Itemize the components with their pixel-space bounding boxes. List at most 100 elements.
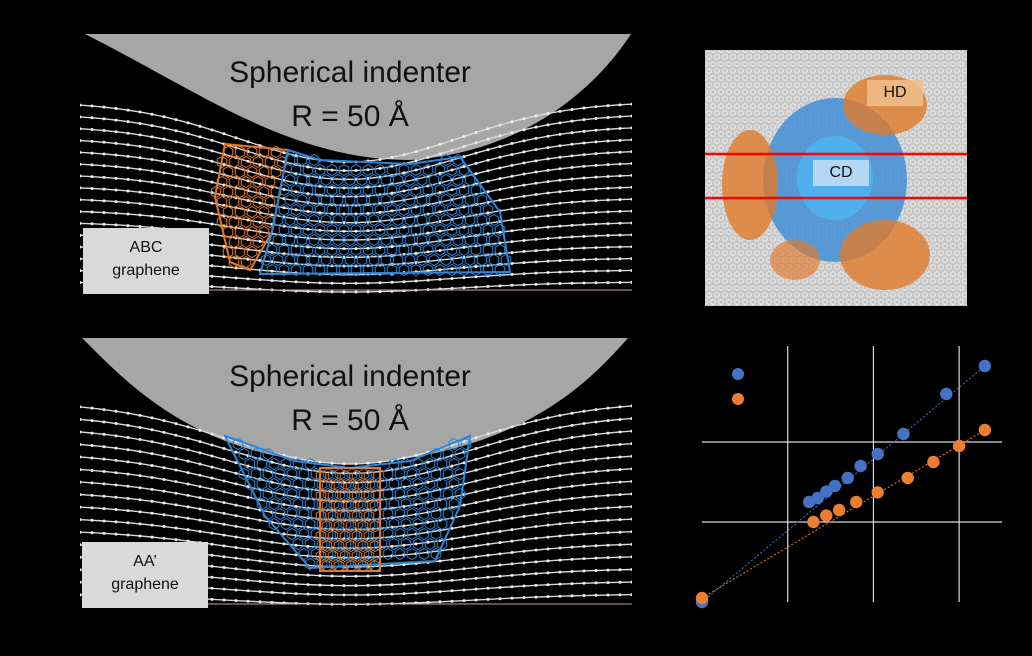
atom-dot <box>366 168 370 172</box>
hex-cell <box>440 173 452 187</box>
atom-dot <box>102 507 106 511</box>
atom-dot <box>462 514 466 518</box>
lattice-ring <box>946 124 952 130</box>
hex-cell <box>410 183 422 197</box>
atom-dot <box>558 522 562 526</box>
atom-dot <box>306 165 310 169</box>
atom-dot <box>378 460 382 464</box>
lattice-ring <box>726 50 732 53</box>
lattice-ring <box>778 110 784 116</box>
lattice-ring <box>766 243 772 249</box>
hex-cell <box>272 233 284 247</box>
abc-blue-domain-outline <box>258 148 512 276</box>
hex-cell <box>304 517 316 531</box>
hex-cell <box>298 487 310 501</box>
atom-dot <box>450 464 454 468</box>
lattice-ring <box>934 257 940 263</box>
atom-dot <box>606 506 610 510</box>
hex-cell <box>436 497 448 511</box>
hex-cell <box>386 163 398 177</box>
atom-dot <box>126 166 130 170</box>
hex-cell <box>280 497 292 511</box>
atom-dot <box>486 158 490 162</box>
atom-dot <box>282 581 286 585</box>
atom-dot <box>606 593 610 597</box>
lattice-ring <box>934 75 940 81</box>
lattice-ring <box>962 124 967 130</box>
atom-dot <box>270 570 274 574</box>
chart-plot-area <box>690 340 1010 610</box>
hex-cell <box>369 559 381 573</box>
atom-dot <box>366 281 370 285</box>
atom-dot <box>630 280 632 284</box>
lattice-ring <box>958 117 964 123</box>
lattice-ring <box>706 54 712 60</box>
hex-cell <box>464 213 476 227</box>
lattice-ring <box>758 243 764 249</box>
hex-cell <box>286 507 298 521</box>
lattice-ring <box>822 89 828 95</box>
lattice-ring <box>930 180 936 186</box>
atom-dot <box>462 577 466 581</box>
lattice-ring <box>826 68 832 74</box>
hex-cell <box>345 519 357 533</box>
lattice-ring <box>954 96 960 102</box>
atom-dot <box>594 581 598 585</box>
hex-cell <box>333 539 345 553</box>
hex-cell <box>422 163 434 177</box>
hex-cell <box>362 263 374 277</box>
atom-dot <box>234 514 238 518</box>
lattice-ring <box>810 54 816 60</box>
atom-dot <box>234 588 238 592</box>
atom-dot <box>474 285 478 289</box>
hex-cell <box>394 547 406 561</box>
lattice-ring <box>930 166 936 172</box>
lattice-ring <box>714 124 720 130</box>
atom-dot <box>606 115 610 119</box>
atom-dot <box>462 144 466 148</box>
atom-dot <box>80 530 82 534</box>
atom-dot <box>90 506 94 510</box>
atom-dot <box>414 591 418 595</box>
lattice-ring <box>942 89 948 95</box>
hex-cell <box>284 193 296 207</box>
lattice-ring <box>922 222 928 228</box>
lattice-ring <box>790 285 796 291</box>
lattice-ring <box>950 159 956 165</box>
atom-dot <box>270 560 274 564</box>
atom-dot <box>450 286 454 290</box>
lattice-ring <box>926 299 932 305</box>
atom-dot <box>558 167 562 171</box>
hex-cell <box>350 203 362 217</box>
atom-dot <box>90 493 94 497</box>
hex-cell <box>382 527 394 541</box>
hex-cell <box>296 213 308 227</box>
atom-dot <box>80 186 82 190</box>
atom-dot <box>462 535 466 539</box>
atom-dot <box>246 589 250 593</box>
lattice-ring <box>726 103 732 109</box>
series-1-point <box>901 471 914 485</box>
atom-dot <box>198 485 202 489</box>
hex-cell <box>380 253 392 267</box>
hex-cell <box>315 469 327 483</box>
aa-indentation-panel: Spherical indenter R = 50 Å AA’ graphene <box>80 336 632 614</box>
hex-cell <box>424 497 436 511</box>
hex-cell <box>286 527 298 541</box>
hex-cell <box>374 223 386 237</box>
lattice-ring <box>850 68 856 74</box>
atom-dot <box>498 552 502 556</box>
lattice-ring <box>950 299 956 305</box>
atom-dot <box>582 532 586 536</box>
atom-dot <box>606 468 610 472</box>
atom-dot <box>618 580 622 584</box>
atom-dot <box>198 135 202 139</box>
lattice-ring <box>934 159 940 165</box>
atom-dot <box>114 532 118 536</box>
atom-dot <box>534 193 538 197</box>
atom-dot <box>222 132 226 136</box>
lattice-ring <box>838 271 844 277</box>
hex-cell <box>250 487 262 501</box>
lattice-ring <box>954 236 960 242</box>
atom-dot <box>618 269 622 273</box>
